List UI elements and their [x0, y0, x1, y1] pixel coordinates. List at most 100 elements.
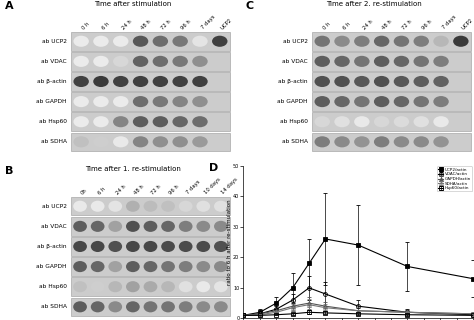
Ellipse shape: [73, 261, 87, 272]
Ellipse shape: [73, 76, 89, 87]
Ellipse shape: [334, 136, 350, 148]
Ellipse shape: [153, 76, 168, 87]
Ellipse shape: [433, 136, 449, 148]
Ellipse shape: [315, 116, 330, 127]
Ellipse shape: [433, 36, 449, 47]
Ellipse shape: [126, 281, 140, 292]
Ellipse shape: [214, 301, 228, 312]
Ellipse shape: [179, 201, 192, 212]
Ellipse shape: [91, 241, 105, 252]
Bar: [312, 72, 471, 91]
Ellipse shape: [153, 36, 168, 47]
Bar: [71, 237, 230, 256]
Ellipse shape: [196, 261, 210, 272]
Ellipse shape: [126, 301, 140, 312]
Ellipse shape: [93, 116, 109, 127]
Ellipse shape: [173, 136, 188, 148]
Ellipse shape: [161, 221, 175, 232]
Ellipse shape: [214, 281, 228, 292]
Ellipse shape: [192, 56, 208, 67]
Text: ab Hsp60: ab Hsp60: [39, 119, 67, 124]
Text: ab Hsp60: ab Hsp60: [280, 119, 308, 124]
Text: 96 h: 96 h: [421, 19, 433, 30]
Text: C: C: [246, 1, 254, 12]
Ellipse shape: [433, 96, 449, 107]
Text: ab GAPDH: ab GAPDH: [36, 99, 67, 104]
Ellipse shape: [433, 56, 449, 67]
Text: ab VDAC: ab VDAC: [282, 59, 308, 64]
Ellipse shape: [133, 76, 148, 87]
Text: 24 h: 24 h: [115, 184, 127, 196]
Ellipse shape: [153, 136, 168, 148]
Text: 0h: 0h: [80, 187, 88, 196]
Text: 72 h: 72 h: [160, 19, 172, 30]
Text: 48 h: 48 h: [382, 19, 393, 30]
Ellipse shape: [354, 96, 370, 107]
Ellipse shape: [91, 301, 105, 312]
Ellipse shape: [413, 96, 429, 107]
Ellipse shape: [192, 36, 208, 47]
Ellipse shape: [196, 281, 210, 292]
Ellipse shape: [153, 116, 168, 127]
Ellipse shape: [374, 76, 389, 87]
Text: Time after 2. re-stimulation: Time after 2. re-stimulation: [327, 1, 422, 7]
Text: UCP2: UCP2: [220, 17, 233, 30]
Ellipse shape: [374, 56, 389, 67]
Ellipse shape: [126, 201, 140, 212]
Text: 96 h: 96 h: [180, 19, 192, 30]
Ellipse shape: [126, 241, 140, 252]
Ellipse shape: [179, 301, 192, 312]
Text: UCP2: UCP2: [461, 17, 474, 30]
Ellipse shape: [179, 221, 192, 232]
Ellipse shape: [214, 201, 228, 212]
Bar: [71, 197, 230, 215]
Ellipse shape: [144, 241, 157, 252]
Text: 6 h: 6 h: [101, 21, 110, 30]
Ellipse shape: [73, 136, 89, 148]
Ellipse shape: [144, 261, 157, 272]
Ellipse shape: [144, 221, 157, 232]
Text: 7 days: 7 days: [200, 14, 216, 30]
Ellipse shape: [113, 136, 128, 148]
Ellipse shape: [374, 96, 389, 107]
Ellipse shape: [179, 281, 192, 292]
Ellipse shape: [394, 76, 409, 87]
Ellipse shape: [173, 116, 188, 127]
Ellipse shape: [179, 261, 192, 272]
Text: 48 h: 48 h: [133, 184, 145, 196]
Ellipse shape: [133, 56, 148, 67]
Ellipse shape: [192, 116, 208, 127]
Ellipse shape: [214, 261, 228, 272]
Text: ab Hsp60: ab Hsp60: [39, 284, 67, 289]
Bar: [312, 32, 471, 51]
Text: ab VDAC: ab VDAC: [41, 59, 67, 64]
Ellipse shape: [153, 96, 168, 107]
Ellipse shape: [73, 301, 87, 312]
Ellipse shape: [315, 136, 330, 148]
Text: 72 h: 72 h: [150, 184, 162, 196]
Ellipse shape: [93, 56, 109, 67]
Bar: [71, 217, 230, 236]
Ellipse shape: [354, 56, 370, 67]
Text: ab β-actin: ab β-actin: [37, 244, 67, 249]
Ellipse shape: [113, 96, 128, 107]
Text: 10 days: 10 days: [203, 177, 221, 196]
Ellipse shape: [133, 96, 148, 107]
Ellipse shape: [113, 116, 128, 127]
Ellipse shape: [73, 221, 87, 232]
Ellipse shape: [212, 36, 228, 47]
Ellipse shape: [113, 36, 128, 47]
Ellipse shape: [214, 221, 228, 232]
Ellipse shape: [93, 96, 109, 107]
Ellipse shape: [334, 116, 350, 127]
Text: ab β-actin: ab β-actin: [278, 79, 308, 84]
Ellipse shape: [109, 281, 122, 292]
Ellipse shape: [413, 76, 429, 87]
Ellipse shape: [109, 221, 122, 232]
Bar: [71, 32, 230, 51]
Ellipse shape: [109, 241, 122, 252]
Ellipse shape: [113, 76, 128, 87]
Text: Time after 1. re-stimulation: Time after 1. re-stimulation: [85, 166, 181, 172]
Ellipse shape: [153, 56, 168, 67]
Text: ab UCP2: ab UCP2: [283, 39, 308, 44]
